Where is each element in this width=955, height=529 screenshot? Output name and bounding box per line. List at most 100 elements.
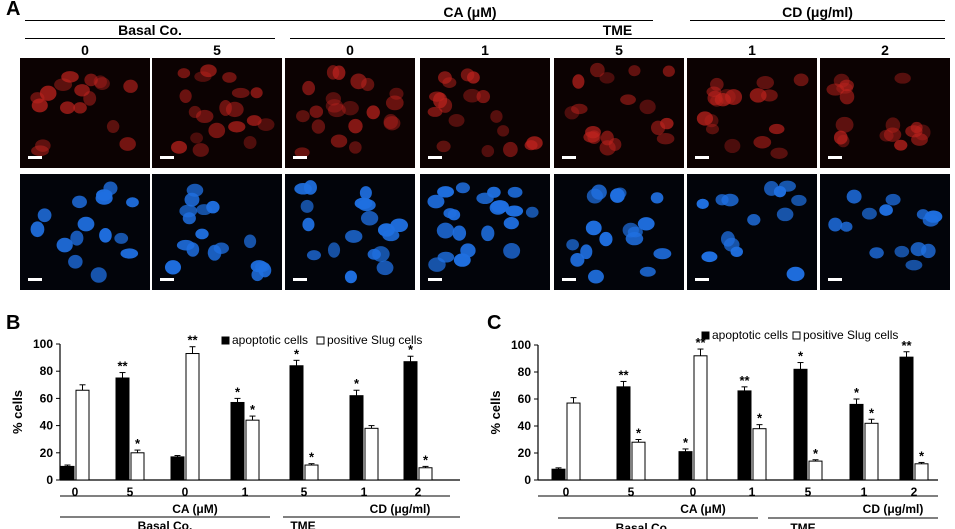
significance-mark: ** — [695, 335, 706, 350]
x-tick-label: 5 — [301, 485, 308, 499]
significance-mark: * — [798, 349, 804, 364]
significance-mark: * — [309, 450, 315, 465]
significance-mark: * — [813, 446, 819, 461]
micrograph-red — [420, 58, 550, 168]
x-tick-label: 2 — [415, 485, 422, 499]
cell-nucleus — [179, 89, 192, 103]
cell-nucleus — [924, 210, 943, 223]
bar-slug — [864, 422, 879, 481]
scale-bar — [695, 156, 709, 159]
micrograph-blue — [820, 174, 950, 290]
cell-nucleus — [628, 65, 641, 77]
x-tick-label: 5 — [805, 485, 812, 499]
cell-nucleus — [660, 117, 674, 130]
cell-nucleus — [114, 232, 129, 244]
cell-nucleus — [442, 77, 457, 88]
significance-mark: * — [423, 452, 429, 467]
cell-nucleus — [84, 73, 98, 87]
cell-nucleus — [770, 147, 788, 159]
cell-nucleus — [222, 72, 237, 83]
cell-nucleus — [503, 242, 521, 259]
cell-nucleus — [184, 192, 200, 207]
cell-nucleus — [243, 136, 257, 150]
cell-nucleus — [753, 136, 772, 149]
micrograph-red — [820, 58, 950, 168]
cell-nucleus — [696, 111, 714, 126]
cell-nucleus — [90, 267, 107, 283]
cell-nucleus — [710, 77, 724, 91]
cell-nucleus — [911, 133, 928, 146]
cell-nucleus — [620, 94, 636, 105]
cell-nucleus — [910, 242, 927, 257]
cell-nucleus — [846, 189, 862, 204]
significance-mark: ** — [618, 367, 629, 382]
micrograph-red — [152, 58, 282, 168]
cell-nucleus — [696, 198, 709, 209]
cell-nucleus — [585, 220, 602, 236]
micrograph-blue — [687, 174, 817, 290]
cell-nucleus — [360, 210, 379, 226]
y-tick-label: 40 — [40, 419, 54, 433]
cell-nucleus — [599, 231, 613, 247]
cell-nucleus — [190, 132, 204, 144]
bar-slug — [914, 463, 929, 481]
bar-slug — [75, 389, 90, 481]
bar-apoptotic — [793, 368, 808, 481]
group-basal-line — [25, 38, 275, 39]
y-tick-label: 60 — [518, 392, 532, 406]
legend-swatch-slug — [792, 331, 801, 340]
cell-nucleus — [833, 130, 848, 145]
bar-slug — [631, 441, 646, 481]
cell-nucleus — [639, 99, 656, 115]
cell-nucleus — [120, 248, 139, 259]
cell-nucleus — [894, 245, 910, 258]
cell-nucleus — [637, 217, 655, 231]
cell-nucleus — [885, 193, 901, 206]
cell-nucleus — [207, 244, 222, 261]
y-tick-label: 20 — [518, 446, 532, 460]
cell-nucleus — [463, 88, 481, 103]
cell-nucleus — [390, 218, 409, 233]
cell-nucleus — [776, 207, 794, 222]
group-label: TME — [290, 519, 315, 529]
bar-apoptotic — [737, 390, 752, 481]
cell-nucleus — [311, 119, 326, 134]
cell-nucleus — [126, 197, 139, 208]
cell-nucleus — [60, 101, 75, 115]
cell-nucleus — [194, 71, 212, 82]
scale-bar — [562, 156, 576, 159]
cell-nucleus — [208, 122, 226, 139]
cell-nucleus — [68, 254, 83, 269]
cell-nucleus — [359, 186, 372, 200]
cell-nucleus — [106, 120, 120, 134]
cell-nucleus — [768, 123, 785, 135]
cell-nucleus — [73, 102, 87, 114]
cell-nucleus — [460, 243, 476, 258]
bar-slug — [245, 419, 260, 481]
cell-nucleus — [186, 242, 200, 257]
cell-nucleus — [195, 228, 209, 240]
cell-nucleus — [883, 127, 902, 142]
cell-nucleus — [182, 212, 196, 225]
cell-nucleus — [580, 244, 593, 260]
cell-nucleus — [250, 87, 263, 99]
bar-slug — [693, 355, 708, 481]
cell-nucleus — [894, 139, 908, 151]
cell-nucleus — [228, 121, 246, 133]
cell-nucleus — [30, 221, 45, 238]
cell-nucleus — [200, 64, 217, 78]
bar-apoptotic — [849, 403, 864, 481]
bar-apoptotic — [60, 465, 75, 481]
micrograph-red — [285, 58, 415, 168]
cell-nucleus — [94, 77, 110, 91]
significance-mark: * — [636, 426, 642, 441]
significance-mark: * — [250, 402, 256, 417]
scale-bar — [160, 278, 174, 281]
micrograph-blue — [152, 174, 282, 290]
cell-nucleus — [566, 239, 579, 251]
cell-nucleus — [490, 110, 503, 123]
cell-nucleus — [786, 266, 805, 282]
cell-nucleus — [303, 180, 317, 195]
micrograph-blue — [20, 174, 150, 290]
cell-nucleus — [164, 260, 182, 275]
